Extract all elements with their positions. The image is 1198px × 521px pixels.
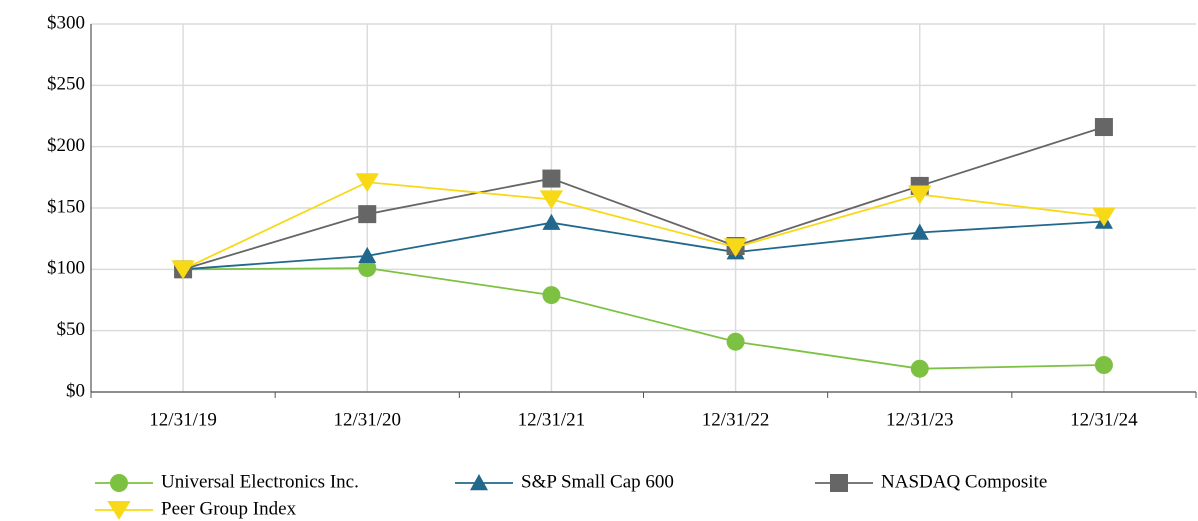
legend-label: S&P Small Cap 600 <box>521 471 674 492</box>
series-line <box>182 181 1105 271</box>
point <box>358 259 377 278</box>
legend-marker <box>110 474 128 492</box>
x-tick-label: 12/31/20 <box>333 409 401 430</box>
legend-marker <box>470 474 488 491</box>
series-line <box>183 220 1104 271</box>
point <box>542 286 561 305</box>
point <box>910 223 929 240</box>
point <box>1094 118 1113 137</box>
legend-label: Universal Electronics Inc. <box>161 471 359 492</box>
point <box>542 169 561 188</box>
point <box>1094 356 1113 375</box>
y-tick-label: $250 <box>47 74 85 95</box>
point <box>355 173 379 193</box>
y-tick-label: $50 <box>57 319 86 340</box>
point <box>726 332 745 351</box>
legend-label: Peer Group Index <box>161 498 297 519</box>
y-tick-label: $200 <box>47 135 85 156</box>
legend-label: NASDAQ Composite <box>881 471 1047 492</box>
point <box>171 260 195 280</box>
point <box>723 238 748 258</box>
point <box>542 213 561 230</box>
x-tick-label: 12/31/24 <box>1070 409 1138 430</box>
x-tick-label: 12/31/21 <box>518 409 586 430</box>
point <box>910 359 929 378</box>
point <box>358 246 377 264</box>
point <box>908 185 932 205</box>
y-tick-label: $150 <box>47 196 85 217</box>
y-tick-label: $300 <box>47 12 85 33</box>
series-line <box>183 267 1104 370</box>
series-line <box>182 126 1105 271</box>
y-tick-label: $100 <box>47 258 85 279</box>
point <box>539 190 564 210</box>
y-tick-label: $0 <box>66 380 85 401</box>
x-tick-label: 12/31/19 <box>149 409 217 430</box>
point <box>1092 207 1116 227</box>
legend-marker <box>107 501 131 520</box>
point <box>358 205 377 224</box>
legend-marker <box>830 474 848 492</box>
x-tick-label: 12/31/22 <box>702 409 770 430</box>
x-tick-label: 12/31/23 <box>886 409 954 430</box>
